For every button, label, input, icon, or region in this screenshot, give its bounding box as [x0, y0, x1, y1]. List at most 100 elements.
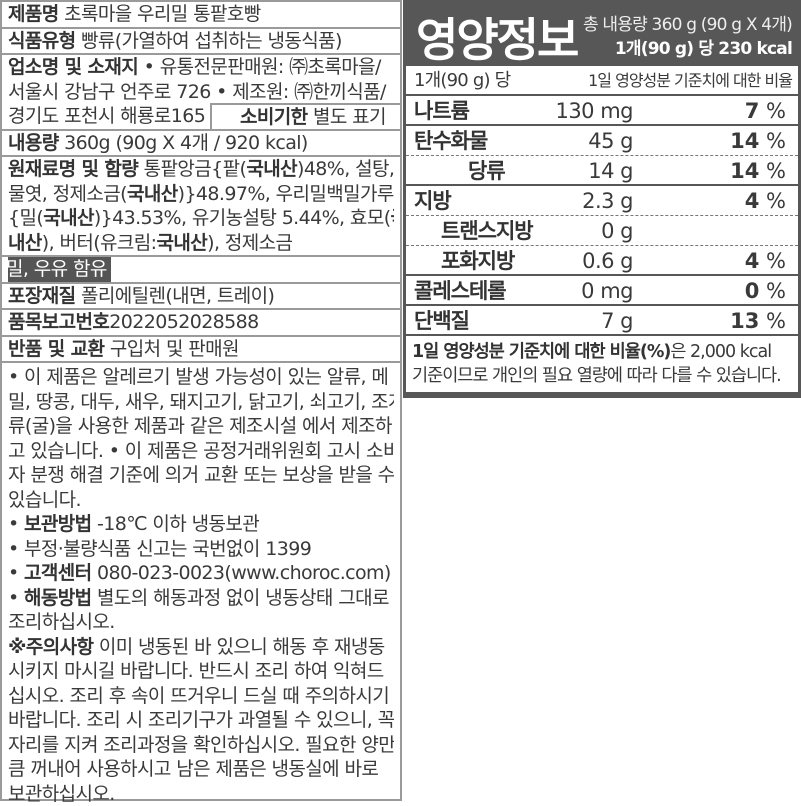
info-line: 원재료명 및 함량 통팥앙금{팥(국내산)48%, 설탕,	[8, 157, 394, 182]
field-label: 국내산	[156, 232, 207, 254]
info-line: 내산), 버터(유크림:국내산), 정제소금	[8, 231, 394, 256]
field-value: • 이 제품은 알레르기 발생 가능성이 있는 알류, 메	[8, 366, 388, 388]
field-label: 고객센터	[24, 562, 92, 584]
info-line: 보관하십시오.	[8, 782, 394, 806]
nutrient-amount: 45 g	[588, 126, 633, 156]
nutrient-percent: 13 %	[730, 306, 786, 336]
percent-unit: %	[759, 129, 786, 153]
info-line: 식품유형 빵류(가열하여 섭취하는 냉동식품)	[8, 29, 394, 54]
percent-unit: %	[759, 309, 786, 333]
field-value: • 유통전문판매원: ㈜초록마을/	[138, 56, 381, 78]
serving-label: 1개(90 g) 당	[414, 66, 510, 96]
field-value: 류(굴)을 사용한 제품과 같은 제조시설 에서 제조하	[8, 415, 392, 437]
field-label: 국내산	[246, 158, 297, 180]
info-row: 밀, 우유 함유	[2, 257, 400, 284]
field-label: 소비기한	[240, 106, 308, 128]
field-value: 통팥앙금{팥(	[138, 158, 246, 180]
nutrient-amount: 0 mg	[581, 276, 633, 306]
info-row: 반품 및 교환 구입처 및 판매원	[2, 337, 400, 364]
field-label: ※주의사항	[8, 636, 93, 658]
field-value: 폴리에틸렌(내면, 트레이)	[76, 285, 275, 307]
field-value: 서울시 강남구 언주로 726 • 제조원: ㈜한끼식품/	[8, 81, 386, 103]
field-value: 2022052028588	[109, 311, 258, 333]
field-value: 자리를 지켜 조리과정을 확인하십시오. 필요한 양만	[8, 734, 394, 756]
field-label: 식품유형	[8, 30, 76, 52]
nutrient-amount: 130 mg	[555, 96, 633, 126]
field-value: 별도 표기	[308, 106, 386, 128]
total-content: 총 내용량 360 g (90 g X 4개)	[583, 10, 792, 35]
nutrient-percent: 7 %	[745, 96, 786, 126]
field-label: 제품명	[8, 3, 59, 25]
nutrient-percent: 14 %	[730, 156, 786, 186]
nutrient-name: 탄수화물	[414, 126, 487, 156]
info-line: • 해동방법 별도의 해동과정 없이 냉동상태 그대로	[8, 586, 394, 611]
info-line: 밀, 땅콩, 대두, 새우, 돼지고기, 닭고기, 쇠고기, 조개	[8, 390, 394, 415]
info-line: • 부정·불량식품 신고는 국번없이 1399	[8, 537, 394, 562]
field-label: 내용량	[8, 132, 59, 154]
field-label: 국내산	[127, 183, 178, 205]
nutrient-name: 포화지방	[441, 246, 514, 276]
field-label: 내산	[8, 232, 42, 254]
field-value: 조리하십시오.	[8, 611, 115, 633]
percent-value: 14	[730, 129, 759, 153]
nutrition-footnote: 1일 영양성분 기준치에 대한 비율(%)은 2,000 kcal 기준이므로 …	[406, 336, 798, 392]
field-label: 국	[391, 207, 394, 229]
nutrient-amount: 2.3 g	[582, 186, 633, 216]
percent-value: 4	[745, 249, 760, 273]
info-line: 포장재질 폴리에틸렌(내면, 트레이)	[8, 284, 394, 309]
nutrient-amount: 0.6 g	[582, 246, 633, 276]
nutrient-name: 나트륨	[414, 96, 469, 126]
info-row: 포장재질 폴리에틸렌(내면, 트레이)	[2, 284, 400, 311]
percent-unit: %	[759, 279, 786, 303]
field-value: 보관하십시오.	[8, 783, 115, 805]
field-value: •	[8, 513, 24, 535]
nutrient-percent: 0 %	[745, 276, 786, 306]
nutrient-amount: 14 g	[588, 156, 633, 186]
footnote-bold: 1일 영양성분 기준치에 대한 비율(%)	[412, 342, 670, 362]
field-value: 이미 냉동된 바 있으니 해동 후 재냉동	[93, 636, 384, 658]
field-value: 빵류(가열하여 섭취하는 냉동식품)	[76, 30, 342, 52]
info-line: 바랍니다. 조리 시 조리기구가 과열될 수 있으니, 꼭	[8, 708, 394, 733]
expiry-box: 소비기한 별도 표기	[210, 103, 400, 129]
per-serving-kcal: 1개(90 g) 당 230 kcal	[615, 34, 792, 59]
info-line: • 보관방법 -18℃ 이하 냉동보관	[8, 512, 394, 537]
field-value: 360g (90g X 4개 / 920 kcal)	[59, 132, 308, 154]
nutrition-table-header: 1개(90 g) 당 1일 영양성분 기준치에 대한 비율	[406, 66, 798, 96]
field-label: 반품 및 교환	[8, 338, 104, 360]
field-value: )}48.97%, 우리밀백밀가루	[178, 183, 394, 205]
percent-unit: %	[759, 189, 786, 213]
nutrient-amount: 7 g	[601, 306, 633, 336]
info-line: 제품명 초록마을 우리밀 통팥호빵	[8, 2, 394, 27]
nutrient-name: 당류	[468, 156, 505, 186]
percent-unit: %	[759, 159, 786, 183]
field-value: •	[8, 562, 24, 584]
info-line: 물엿, 정제소금(국내산)}48.97%, 우리밀백밀가루	[8, 182, 394, 207]
info-line: • 이 제품은 알레르기 발생 가능성이 있는 알류, 메	[8, 365, 394, 390]
nutrient-row: 당류 14 g 14 %	[406, 156, 798, 186]
field-value: 있습니다.	[8, 489, 81, 511]
field-value: 자 분쟁 해결 기준에 의거 교환 또는 보상을 받을 수	[8, 464, 394, 486]
percent-value: 14	[730, 159, 759, 183]
info-line: 자 분쟁 해결 기준에 의거 교환 또는 보상을 받을 수	[8, 463, 394, 488]
field-label: 해동방법	[24, 587, 92, 609]
nutrient-name: 콜레스테롤	[414, 276, 506, 306]
field-value: 초록마을 우리밀 통팥호빵	[59, 3, 261, 25]
percent-value: 4	[745, 189, 760, 213]
percent-unit: %	[759, 249, 786, 273]
nutrient-percent: 4 %	[745, 246, 786, 276]
field-value: 구입처 및 판매원	[104, 338, 238, 360]
percent-unit: %	[759, 99, 786, 123]
percent-value: 7	[745, 99, 760, 123]
nutrition-title: 영양정보	[416, 4, 577, 70]
field-value: 십시오. 조리 후 속이 뜨거우니 드실 때 주의하시기	[8, 685, 389, 707]
footnote-rest: 은 2,000 kcal	[670, 342, 771, 362]
info-line: 십시오. 조리 후 속이 뜨거우니 드실 때 주의하시기	[8, 684, 394, 709]
nutrition-table: 1개(90 g) 당 1일 영양성분 기준치에 대한 비율 나트륨 130 mg 7…	[406, 66, 798, 336]
info-line: • 고객센터 080-023-0023(www.choroc.com)	[8, 561, 394, 586]
nutrient-row: 포화지방 0.6 g 4 %	[406, 246, 798, 276]
info-line: 자리를 지켜 조리과정을 확인하십시오. 필요한 양만	[8, 733, 394, 758]
